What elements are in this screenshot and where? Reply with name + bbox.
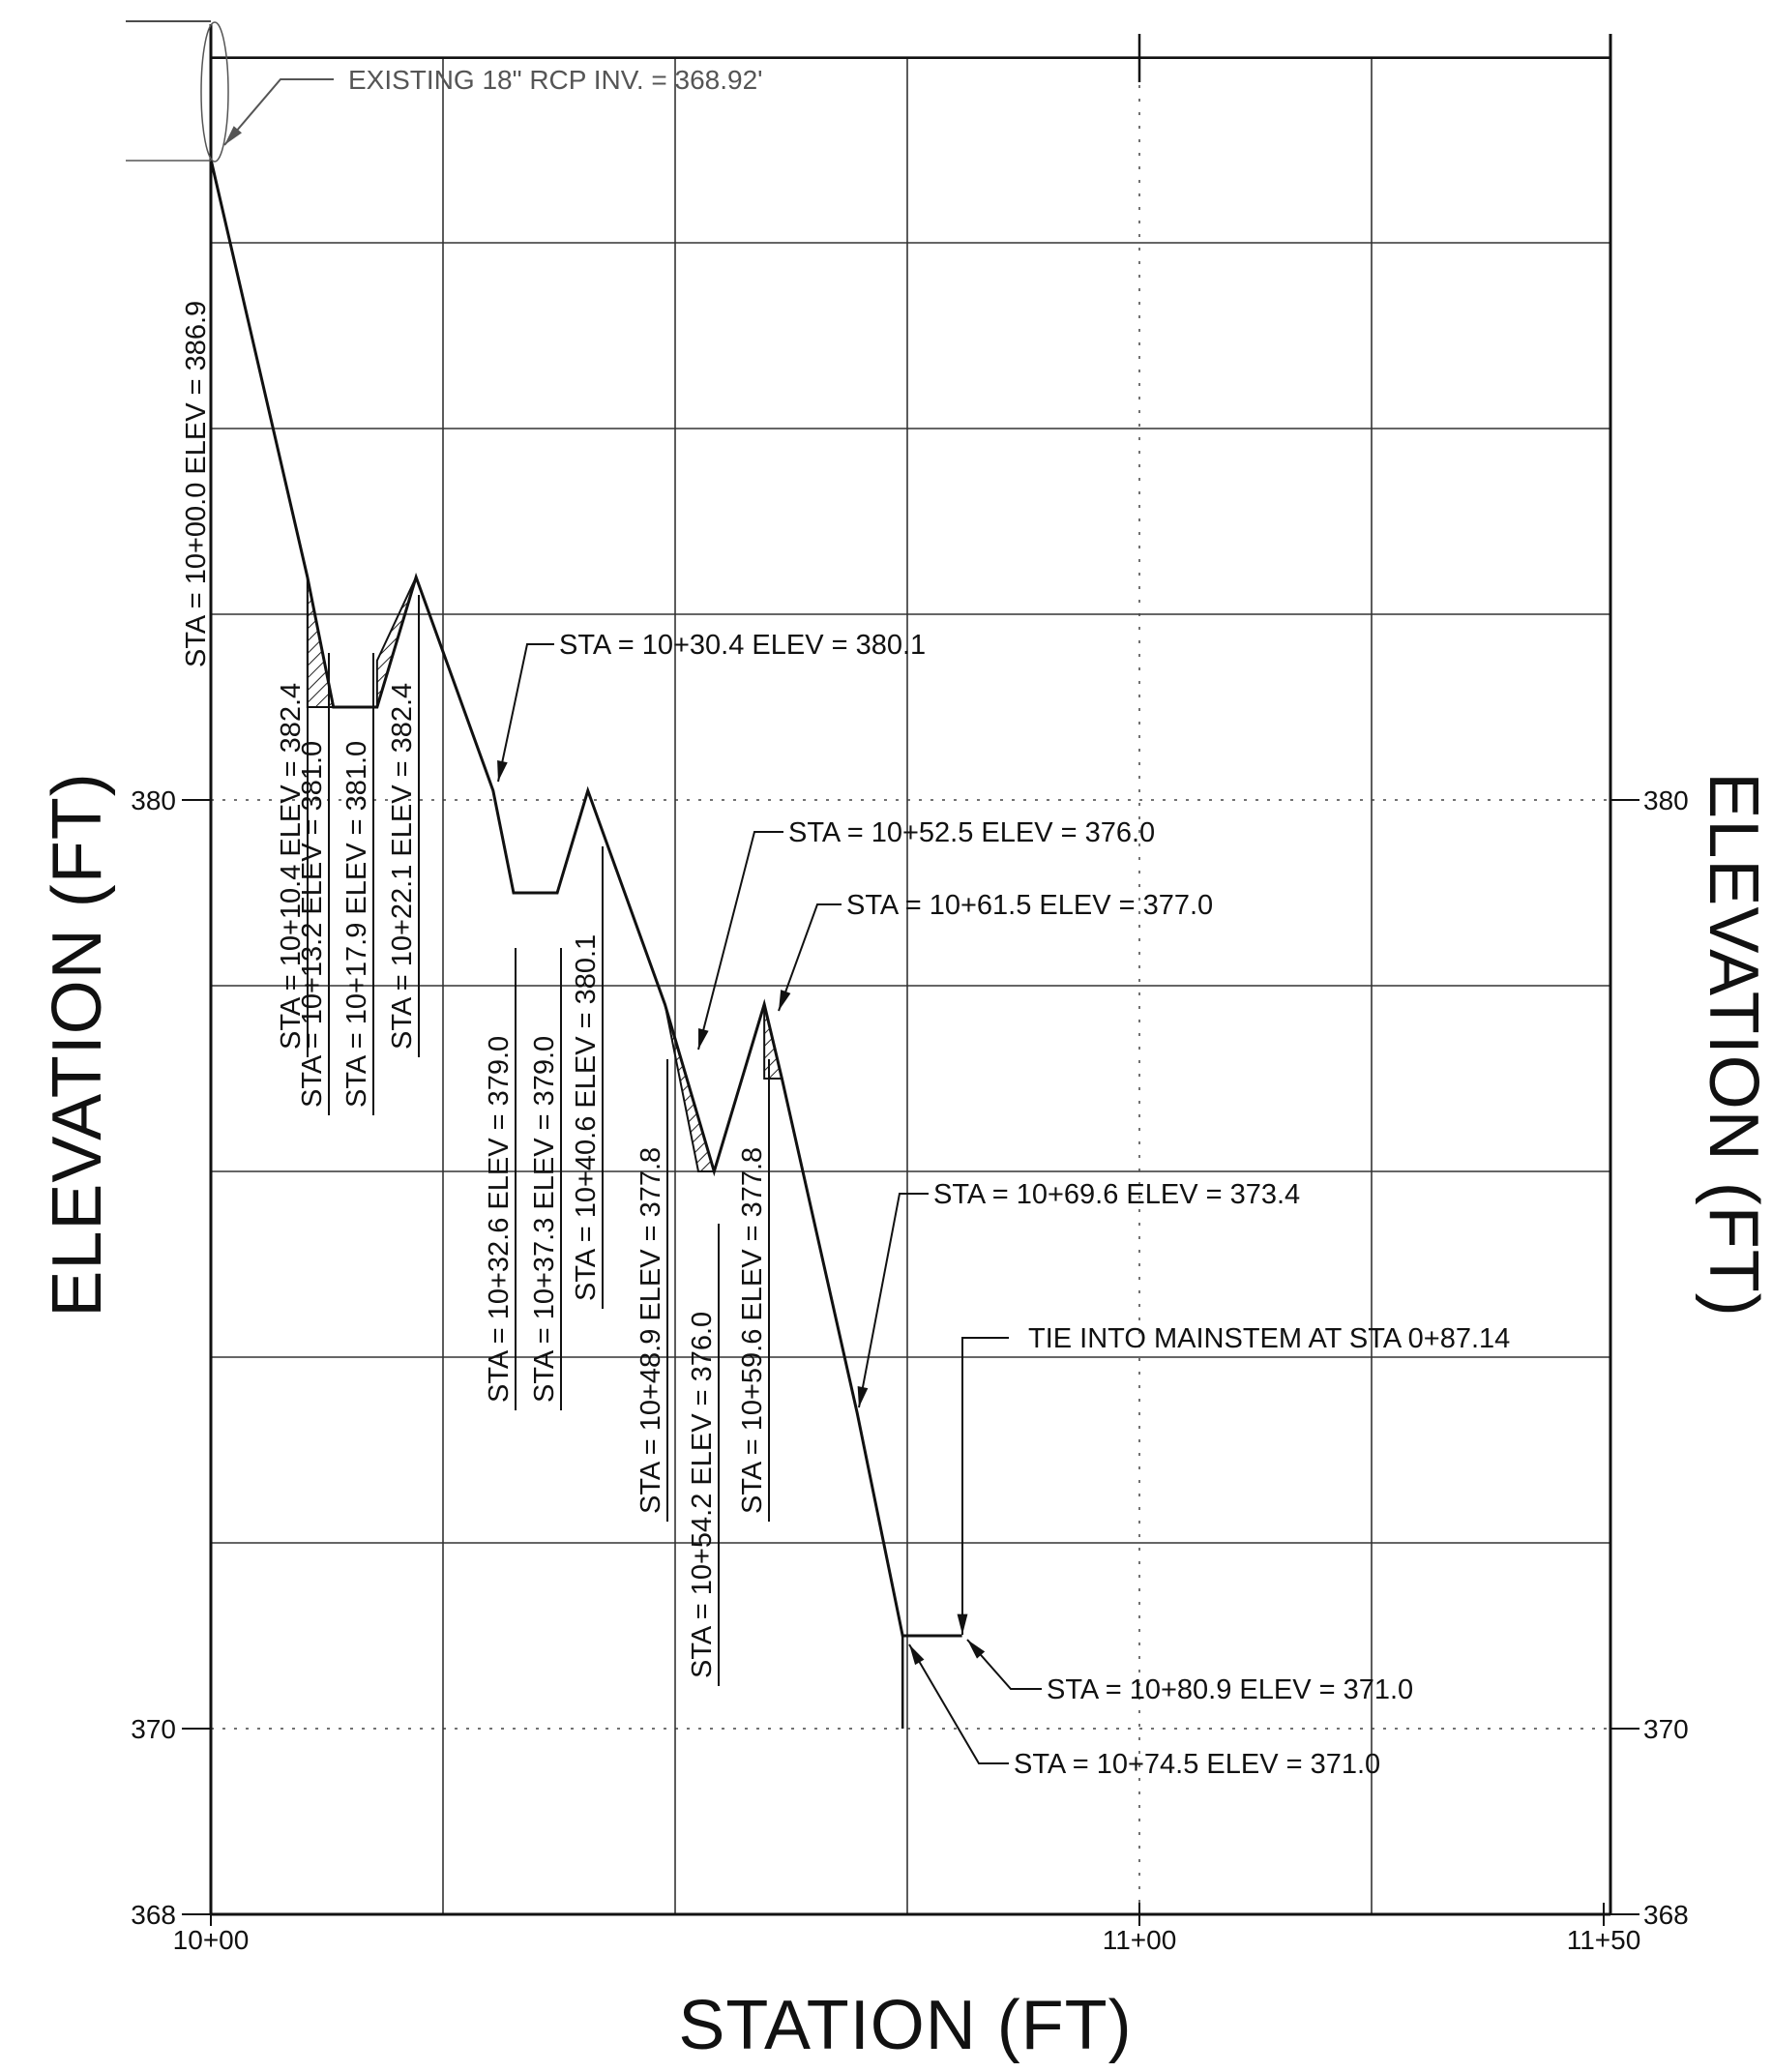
arrowhead (857, 1386, 869, 1407)
x-tick-label: 10+00 (173, 1925, 250, 1955)
annotation-label: EXISTING 18" RCP INV. = 368.92' (348, 65, 763, 95)
annotation-label: STA = 10+30.4 ELEV = 380.1 (559, 630, 926, 661)
annotation-label: STA = 10+61.5 ELEV = 377.0 (846, 890, 1213, 921)
annotation-label: STA = 10+52.5 ELEV = 376.0 (788, 817, 1155, 848)
leader-line (858, 1193, 929, 1408)
leader-line (223, 78, 334, 146)
arrowhead (497, 760, 508, 782)
vertical-station-label: STA = 10+17.9 ELEV = 381.0 (341, 741, 372, 1108)
existing-pipe-marker (200, 21, 229, 163)
y-tick-label-right: 368 (1643, 1900, 1689, 1930)
vertical-station-label: STA = 10+10.4 ELEV = 382.4 (276, 683, 307, 1050)
arrowhead (698, 1028, 709, 1050)
vertical-station-label: STA = 10+37.3 ELEV = 379.0 (529, 1036, 560, 1403)
leader-line (961, 1337, 1009, 1635)
annotation-label: STA = 10+69.6 ELEV = 373.4 (933, 1179, 1300, 1210)
vertical-station-label: STA = 10+32.6 ELEV = 379.0 (484, 1036, 515, 1403)
leader-line (778, 903, 842, 1012)
plot-frame (126, 20, 1612, 1916)
vertical-station-label: STA = 10+54.2 ELEV = 376.0 (687, 1312, 718, 1678)
annotation-layer: EXISTING 18" RCP INV. = 368.92' STA = 10+… (223, 65, 1510, 1780)
leader-line (908, 1643, 1009, 1764)
arrowhead (957, 1613, 968, 1635)
leader-line (497, 643, 554, 783)
vertical-station-label: STA = 10+00.0 ELEV = 386.9 (181, 301, 212, 667)
y-axis-title-right: ELEVATION (FT) (1695, 772, 1772, 1317)
vertical-station-label: STA = 10+40.6 ELEV = 380.1 (571, 934, 602, 1301)
annotation-label: STA = 10+80.9 ELEV = 371.0 (1047, 1674, 1413, 1705)
y-axis-title-left: ELEVATION (FT) (39, 772, 116, 1317)
leader-line (697, 831, 783, 1051)
vertical-station-label: STA = 10+48.9 ELEV = 377.8 (635, 1147, 666, 1514)
x-tick-label: 11+00 (1103, 1925, 1177, 1955)
profile-layer (126, 21, 962, 1729)
annotation-label: TIE INTO MAINSTEM AT STA 0+87.14 (1028, 1323, 1510, 1354)
annotation-label: STA = 10+74.5 ELEV = 371.0 (1014, 1749, 1380, 1780)
leader-line (966, 1639, 1042, 1690)
y-tick-label-left: 370 (131, 1714, 176, 1744)
profile-bottom-line (210, 159, 904, 1637)
arrowhead (909, 1644, 925, 1666)
vertical-station-label: STA = 10+13.2 ELEV = 381.0 (297, 741, 328, 1108)
y-tick-label-right: 370 (1643, 1714, 1689, 1744)
vertical-label-layer: STA = 10+00.0 ELEV = 386.9 STA = 10+10.4 … (181, 301, 770, 1686)
x-axis-title: STATION (FT) (678, 1987, 1133, 2064)
x-tick-label: 11+50 (1567, 1925, 1641, 1955)
arrowhead (779, 990, 791, 1011)
arrowhead (224, 126, 242, 145)
arrowhead (967, 1640, 986, 1659)
grid (211, 56, 1610, 1914)
y-tick-label-right: 380 (1643, 785, 1689, 815)
y-tick-label-left: 380 (131, 785, 176, 815)
vertical-station-label: STA = 10+59.6 ELEV = 377.8 (737, 1147, 768, 1514)
vertical-station-label: STA = 10+22.1 ELEV = 382.4 (387, 683, 418, 1050)
y-tick-label-left: 368 (131, 1900, 176, 1930)
